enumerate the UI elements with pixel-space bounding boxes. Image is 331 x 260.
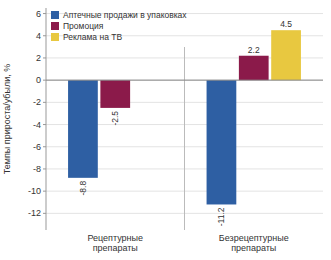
tick-label: -12	[28, 208, 41, 218]
data-label: -8.8	[78, 181, 88, 196]
group-separator	[184, 47, 185, 230]
legend-label: Реклама на ТВ	[63, 32, 122, 42]
legend-swatch	[51, 11, 59, 19]
tick-label: -10	[28, 186, 41, 196]
y-axis-label: Темпы прироста/убыли, %	[2, 64, 12, 174]
data-label: -11.2	[216, 207, 226, 226]
bar	[207, 80, 237, 204]
tick-label: 2	[36, 53, 41, 63]
data-label: 2.2	[248, 45, 260, 55]
chart-container: -12 -10 -8 -6 -4 -2 0 2 4 6 Темпы прироста/убыли, …	[0, 0, 331, 260]
data-label: -2.5	[110, 111, 120, 126]
category-label: Рецептурныепрепараты	[87, 233, 143, 253]
category-label-line: Безрецептурные	[219, 233, 289, 243]
legend-label: Промоция	[63, 21, 104, 31]
legend: Аптечные продажи в упаковкахПромоцияРекл…	[51, 10, 187, 42]
data-label: 4.5	[280, 19, 292, 29]
bars	[68, 30, 301, 204]
legend-swatch	[51, 22, 59, 30]
bar	[239, 56, 269, 80]
tick-label: -8	[33, 164, 41, 174]
tick-label: 0	[36, 75, 41, 85]
grid-line	[46, 80, 323, 81]
y-axis: -12 -10 -8 -6 -4 -2 0 2 4 6	[28, 8, 46, 230]
tick-label: -2	[33, 97, 41, 107]
tick-label: -6	[33, 142, 41, 152]
category-label: Безрецептурныепрепараты	[219, 233, 289, 253]
tick-label: -4	[33, 120, 41, 130]
bar	[271, 30, 301, 80]
category-label-line: Рецептурные	[87, 233, 143, 243]
tick-label: 4	[36, 31, 41, 41]
legend-label: Аптечные продажи в упаковках	[63, 10, 187, 20]
baseline	[46, 80, 323, 81]
tick-label: 6	[36, 9, 41, 19]
bar	[100, 80, 130, 108]
legend-swatch	[51, 33, 59, 41]
chart-svg: -12 -10 -8 -6 -4 -2 0 2 4 6 Темпы прироста/убыли, …	[0, 0, 331, 260]
y-axis-line	[46, 8, 47, 230]
data-labels: -8.8 -11.2 -2.5 2.2 4.5	[78, 19, 293, 226]
bar	[68, 80, 98, 178]
x-axis: РецептурныепрепаратыБезрецептурныепрепар…	[87, 233, 288, 253]
category-label-line: препараты	[231, 243, 276, 253]
category-label-line: препараты	[93, 243, 138, 253]
